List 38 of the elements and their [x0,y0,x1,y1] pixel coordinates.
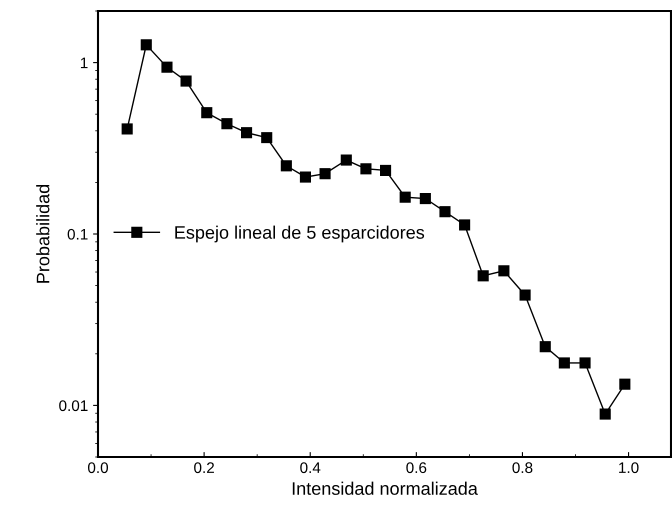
point [439,206,451,218]
point [520,290,531,301]
x-tick-label: 1.0 [619,462,639,474]
point [619,378,630,390]
x-tick-label: 0.8 [512,462,532,474]
x-axis-title: Intensidad normalizada [292,482,478,495]
x-tick-label: 0.0 [88,462,108,474]
y-tick-label: 0.1 [68,228,88,240]
point [221,118,232,130]
point [459,219,470,230]
point [600,408,611,420]
point [360,163,372,174]
point [140,39,152,50]
point [180,76,192,87]
legend-label: Espejo lineal de 5 esparcidores [175,226,424,242]
x-tick-label: 0.4 [300,462,320,474]
point [558,357,570,368]
point [122,123,133,135]
point [280,160,292,172]
x-tick-label: 0.6 [406,462,426,474]
point [300,171,312,183]
point [498,265,510,276]
point [478,270,489,282]
point [400,192,411,203]
y-axis-title: Probabilidad [36,184,50,283]
point [420,192,431,204]
point [241,127,252,138]
y-tick-label: 1 [80,58,88,68]
point [261,132,272,144]
point [380,164,392,176]
point [540,341,551,352]
y-tick-label: 0.01 [59,400,88,412]
point [579,357,591,368]
point [161,62,173,73]
point [340,154,352,166]
point [201,107,212,118]
point [320,168,331,180]
x-tick-label: 0.2 [194,462,214,474]
